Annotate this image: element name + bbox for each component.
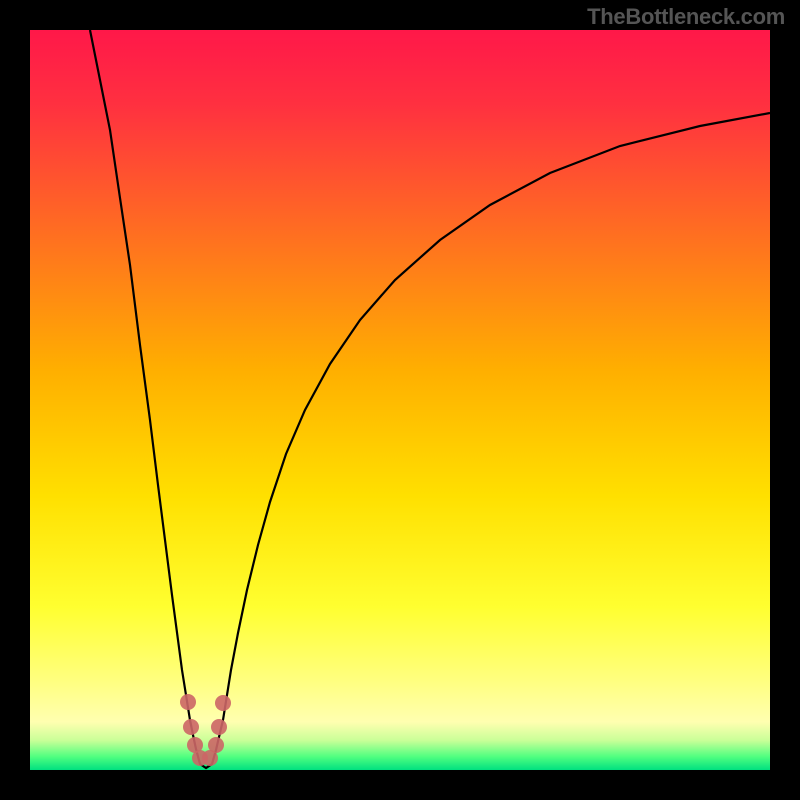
marker-point	[183, 719, 199, 735]
marker-point	[180, 694, 196, 710]
chart-svg	[30, 30, 770, 770]
figure-outer: TheBottleneck.com	[0, 0, 800, 800]
marker-point	[211, 719, 227, 735]
marker-point	[215, 695, 231, 711]
gradient-rect	[30, 30, 770, 770]
watermark-text: TheBottleneck.com	[587, 4, 785, 30]
marker-point	[208, 737, 224, 753]
plot-area	[30, 30, 770, 770]
